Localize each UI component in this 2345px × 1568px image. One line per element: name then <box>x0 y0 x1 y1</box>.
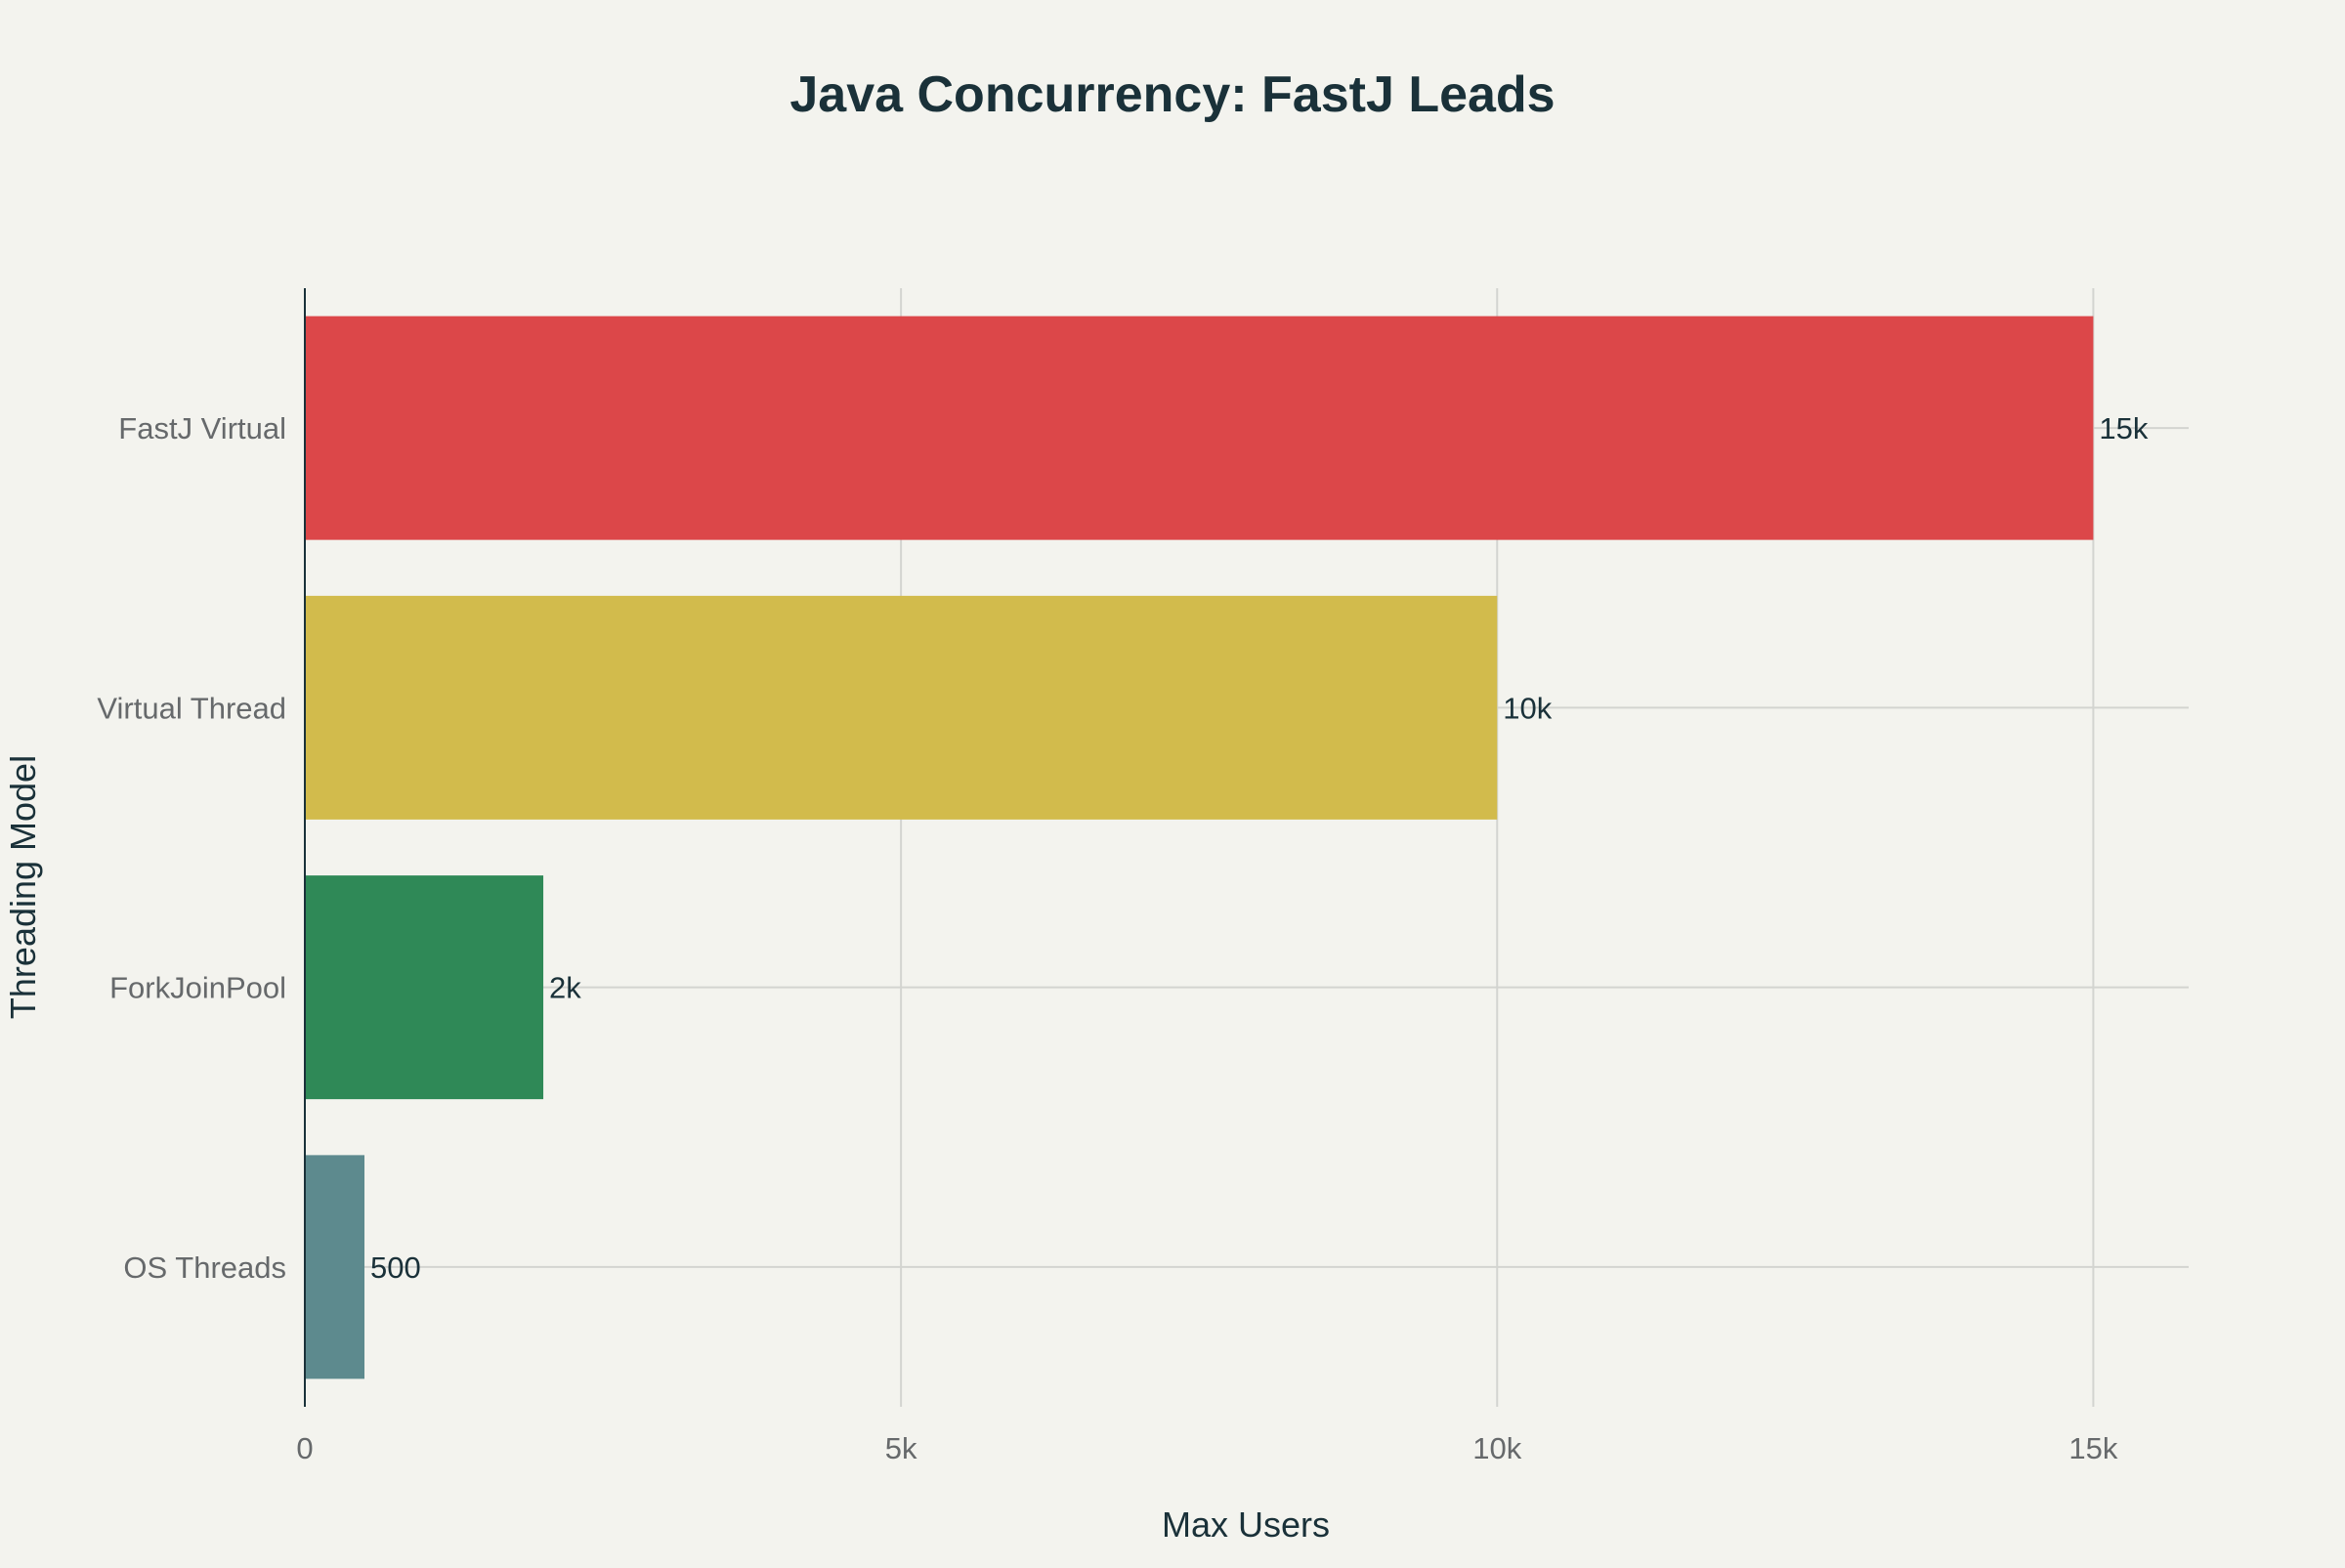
chart-title: Java Concurrency: FastJ Leads <box>789 66 1555 123</box>
x-tick-label: 5k <box>885 1431 917 1465</box>
data-label: 10k <box>1503 691 1552 725</box>
labels: 0 5k 10k 15k FastJ Virtual 15k Virtual Thread 1… <box>97 411 2148 1465</box>
bar <box>305 316 2094 540</box>
bar <box>305 1155 365 1379</box>
bar <box>305 875 544 1100</box>
y-tick-label: ForkJoinPool <box>109 971 286 1005</box>
x-axis-title: Max Users <box>1162 1504 1330 1545</box>
y-tick-label: Virtual Thread <box>97 691 286 725</box>
x-tick-label: 10k <box>1472 1431 1521 1465</box>
bar <box>305 595 1498 820</box>
bars <box>305 316 2094 1379</box>
y-tick-label: FastJ Virtual <box>118 411 286 445</box>
x-tick-label: 15k <box>2068 1431 2117 1465</box>
y-tick-label: OS Threads <box>123 1250 286 1285</box>
data-label: 15k <box>2099 411 2148 445</box>
data-label: 500 <box>370 1250 421 1285</box>
x-tick-label: 0 <box>296 1431 313 1465</box>
data-label: 2k <box>549 971 581 1005</box>
y-axis-title: Threading Model <box>3 755 43 1019</box>
